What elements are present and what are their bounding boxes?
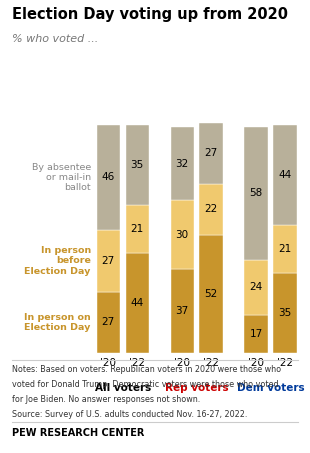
Bar — [200, 235, 223, 353]
Text: 52: 52 — [205, 289, 218, 299]
Text: Source: Survey of U.S. adults conducted Nov. 16-27, 2022.: Source: Survey of U.S. adults conducted … — [12, 410, 248, 419]
Text: 58: 58 — [249, 188, 263, 198]
Text: voted for Donald Trump. Democratic voters were those who voted: voted for Donald Trump. Democratic voter… — [12, 380, 279, 389]
Text: PEW RESEARCH CENTER: PEW RESEARCH CENTER — [12, 428, 145, 438]
Bar — [126, 253, 149, 353]
Text: Rep voters: Rep voters — [165, 383, 228, 393]
Text: 17: 17 — [249, 329, 263, 339]
Bar — [244, 260, 268, 314]
Text: 35: 35 — [131, 160, 144, 170]
Text: 44: 44 — [131, 298, 144, 308]
Text: 21: 21 — [278, 244, 292, 255]
Bar — [97, 230, 120, 292]
Bar — [200, 184, 223, 235]
Bar — [273, 226, 297, 273]
Text: 24: 24 — [249, 282, 263, 292]
Bar — [170, 127, 194, 200]
Text: 37: 37 — [175, 306, 189, 316]
Text: 22: 22 — [205, 204, 218, 214]
Text: 21: 21 — [131, 224, 144, 234]
Text: 30: 30 — [175, 230, 189, 240]
Text: All voters: All voters — [95, 383, 151, 393]
Text: By absentee
or mail-in
ballot: By absentee or mail-in ballot — [32, 163, 91, 193]
Text: 35: 35 — [278, 308, 292, 318]
Bar — [170, 200, 194, 269]
Bar — [126, 125, 149, 205]
Text: In person on
Election Day: In person on Election Day — [24, 313, 91, 332]
Bar — [97, 292, 120, 353]
Bar — [126, 205, 149, 253]
Text: 27: 27 — [102, 318, 115, 328]
Bar — [200, 123, 223, 184]
Bar — [97, 125, 120, 230]
Text: 27: 27 — [205, 149, 218, 159]
Bar — [273, 125, 297, 226]
Text: Notes: Based on voters. Republican voters in 2020 were those who: Notes: Based on voters. Republican voter… — [12, 365, 281, 374]
Text: % who voted ...: % who voted ... — [12, 34, 99, 44]
Bar — [273, 273, 297, 353]
Bar — [170, 269, 194, 353]
Text: In person
before
Election Day: In person before Election Day — [24, 246, 91, 276]
Text: 32: 32 — [175, 159, 189, 169]
Text: Dem voters: Dem voters — [237, 383, 304, 393]
Text: 27: 27 — [102, 256, 115, 266]
Text: 46: 46 — [102, 173, 115, 183]
Text: for Joe Biden. No answer responses not shown.: for Joe Biden. No answer responses not s… — [12, 395, 201, 404]
Text: 44: 44 — [278, 170, 292, 180]
Bar — [244, 314, 268, 353]
Text: Election Day voting up from 2020: Election Day voting up from 2020 — [12, 7, 288, 22]
Bar — [244, 127, 268, 260]
